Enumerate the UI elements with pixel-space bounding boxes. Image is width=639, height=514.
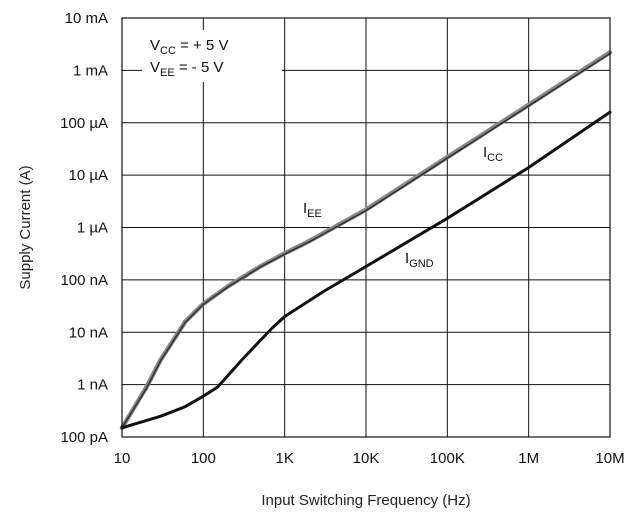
curve-label-iee: IEE	[303, 200, 322, 220]
y-axis-title: Supply Current (A)	[17, 165, 34, 289]
plot-frame	[121, 17, 611, 438]
x-tick-label: 100	[191, 450, 216, 467]
y-tick-label: 10 µA	[69, 167, 109, 184]
x-tick-label: 1M	[518, 450, 539, 467]
condition-text: VCC = + 5 V	[150, 37, 228, 57]
y-tick-label: 1 nA	[77, 377, 108, 394]
series-line-ignd	[120, 110, 612, 430]
curve-label-icc: ICC	[483, 144, 503, 164]
conditions-background	[142, 30, 282, 82]
x-tick-labels: 10 100 1K 10K 100K 1M 10M	[114, 450, 625, 467]
x-tick-label: 10M	[595, 450, 624, 467]
x-axis-title: Input Switching Frequency (Hz)	[261, 492, 470, 509]
series-line-iee	[121, 52, 611, 429]
y-tick-label: 10 nA	[69, 324, 108, 341]
y-tick-label: 1 mA	[73, 62, 108, 79]
x-tick-label: 100K	[430, 450, 465, 467]
y-tick-label: 100 pA	[60, 429, 108, 446]
series-layer	[119, 50, 613, 431]
x-tick-label: 10K	[353, 450, 380, 467]
y-tick-label: 100 µA	[60, 115, 108, 132]
y-tick-label: 1 µA	[77, 220, 108, 237]
y-tick-label: 10 mA	[65, 10, 108, 27]
x-tick-label: 10	[114, 450, 131, 467]
condition-text: VEE = - 5 V	[150, 59, 223, 79]
y-tick-labels: 10 mA 1 mA 100 µA 10 µA 1 µA 100 nA 10 nA 1 nA 1…	[60, 10, 108, 446]
x-tick-label: 1K	[275, 450, 293, 467]
curve-label-ignd: IGND	[405, 250, 434, 270]
curve-labels: ICC IEE IGND	[303, 144, 503, 270]
y-tick-label: 100 nA	[60, 272, 108, 289]
